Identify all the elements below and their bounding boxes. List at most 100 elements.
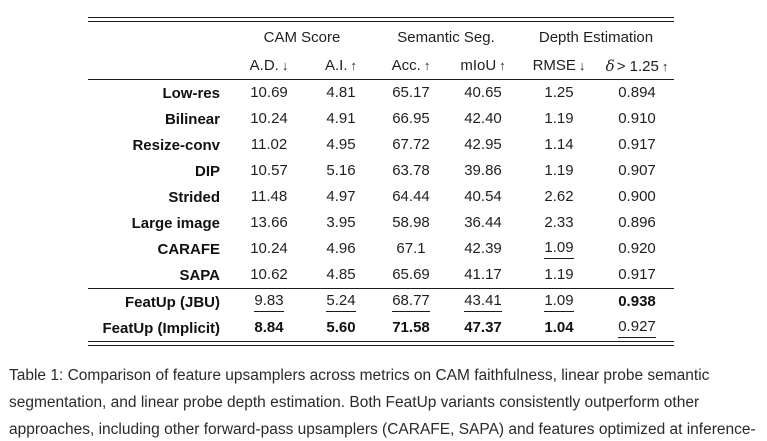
table-row-resize-conv: Resize-conv 11.02 4.95 67.72 42.95 1.14 …: [88, 132, 674, 158]
value: 0.917: [618, 136, 656, 154]
cell: 5.16: [308, 162, 374, 180]
value: 42.39: [464, 240, 502, 258]
cell: 39.86: [448, 162, 518, 180]
value: 9.83: [254, 293, 284, 312]
cell: 64.44: [374, 188, 448, 206]
value: 1.09: [544, 240, 574, 259]
value: 68.77: [392, 293, 430, 312]
up-arrow-icon: ↑: [661, 58, 669, 74]
cell: 66.95: [374, 110, 448, 128]
table-body: Low-res 10.69 4.81 65.17 40.65 1.25 0.89…: [88, 80, 674, 288]
value: 67.72: [392, 136, 430, 154]
value: 0.927: [618, 319, 656, 338]
group-header-cam-score: CAM Score: [263, 28, 341, 46]
cell: 68.77: [374, 292, 448, 312]
table-featup-section: FeatUp (JBU) 9.83 5.24 68.77 43.41 1.09 …: [88, 289, 674, 341]
cell: 42.39: [448, 240, 518, 258]
table-row-carafe: CARAFE 10.24 4.96 67.1 42.39 1.09 0.920: [88, 236, 674, 262]
value: 39.86: [464, 162, 502, 180]
cell: 2.33: [518, 214, 600, 232]
value: 65.69: [392, 266, 430, 284]
value: 13.66: [250, 214, 288, 232]
cell: 63.78: [374, 162, 448, 180]
row-label: Strided: [168, 188, 220, 206]
value: 2.33: [544, 214, 574, 232]
cell: 67.72: [374, 136, 448, 154]
up-arrow-icon: ↑: [499, 58, 506, 73]
value: 5.24: [326, 293, 356, 312]
value: 4.96: [326, 240, 356, 258]
delta-symbol: δ: [605, 56, 615, 75]
value: 4.91: [326, 110, 356, 128]
cell: 10.62: [230, 266, 308, 284]
value: 0.894: [618, 84, 656, 102]
value: 0.896: [618, 214, 656, 232]
value: 65.17: [392, 84, 430, 102]
group-header-depth-estimation: Depth Estimation: [538, 28, 654, 46]
cell: 0.910: [600, 110, 674, 128]
table-row-large-image: Large image 13.66 3.95 58.98 36.44 2.33 …: [88, 210, 674, 236]
value: 10.24: [250, 240, 288, 258]
cell: 4.96: [308, 240, 374, 258]
value: 10.57: [250, 162, 288, 180]
column-label: mIoU: [460, 57, 497, 74]
value: 0.910: [618, 110, 656, 128]
value: 1.04: [544, 319, 574, 337]
cell: 1.14: [518, 136, 600, 154]
value: 8.84: [254, 319, 284, 337]
column-header-delta: δ > 1.25 ↑: [600, 57, 674, 75]
results-table: CAM Score Semantic Seg. Depth Estimation…: [88, 17, 674, 346]
cell: 0.907: [600, 162, 674, 180]
value: 66.95: [392, 110, 430, 128]
table-caption: Table 1: Comparison of feature upsampler…: [9, 367, 756, 438]
value: 1.14: [544, 136, 574, 154]
table-column-header-row: A.D. ↓ A.I. ↑ Acc. ↑ mIoU ↑ RMSE ↓ δ > 1.25 ↑: [88, 52, 674, 79]
table-row-bilinear: Bilinear 10.24 4.91 66.95 42.40 1.19 0.9…: [88, 106, 674, 132]
cell: 1.25: [518, 84, 600, 102]
value: 41.17: [464, 266, 502, 284]
value: 58.98: [392, 214, 430, 232]
cell: 0.900: [600, 188, 674, 206]
value: 71.58: [392, 319, 430, 337]
column-label: > 1.25: [616, 57, 659, 75]
cell: 71.58: [374, 319, 448, 337]
cell: 5.24: [308, 292, 374, 312]
column-label: RMSE: [532, 57, 576, 74]
cell: 10.24: [230, 110, 308, 128]
value: 64.44: [392, 188, 430, 206]
value: 1.25: [544, 84, 574, 102]
value: 40.65: [464, 84, 502, 102]
value: 1.19: [544, 162, 574, 180]
table-row-dip: DIP 10.57 5.16 63.78 39.86 1.19 0.907: [88, 158, 674, 184]
value: 67.1: [396, 240, 426, 258]
header-separator-rule: [88, 79, 674, 80]
row-label: FeatUp (JBU): [124, 293, 220, 311]
cell: 65.69: [374, 266, 448, 284]
value: 11.48: [250, 188, 288, 206]
row-label: Bilinear: [164, 110, 220, 128]
table-top-rule: [88, 17, 674, 22]
cell: 1.09: [518, 239, 600, 259]
cell: 1.09: [518, 292, 600, 312]
up-arrow-icon: ↑: [350, 58, 358, 73]
column-header-ai: A.I. ↑: [308, 57, 374, 74]
table-row-strided: Strided 11.48 4.97 64.44 40.54 2.62 0.90…: [88, 184, 674, 210]
value: 2.62: [544, 188, 574, 206]
down-arrow-icon: ↓: [281, 58, 289, 73]
value: 4.85: [326, 266, 356, 284]
cell: 4.85: [308, 266, 374, 284]
value: 10.69: [250, 84, 288, 102]
cell: 1.19: [518, 110, 600, 128]
cell: 42.95: [448, 136, 518, 154]
row-label: Resize-conv: [132, 136, 220, 154]
cell: 67.1: [374, 240, 448, 258]
table-group-header-row: CAM Score Semantic Seg. Depth Estimation: [88, 22, 674, 52]
cell: 47.37: [448, 319, 518, 337]
cell: 0.938: [600, 293, 674, 311]
cell: 0.920: [600, 240, 674, 258]
value: 1.19: [544, 266, 574, 284]
row-label: Low-res: [162, 84, 220, 102]
value: 4.95: [326, 136, 356, 154]
value: 11.02: [250, 136, 288, 154]
cell: 10.57: [230, 162, 308, 180]
